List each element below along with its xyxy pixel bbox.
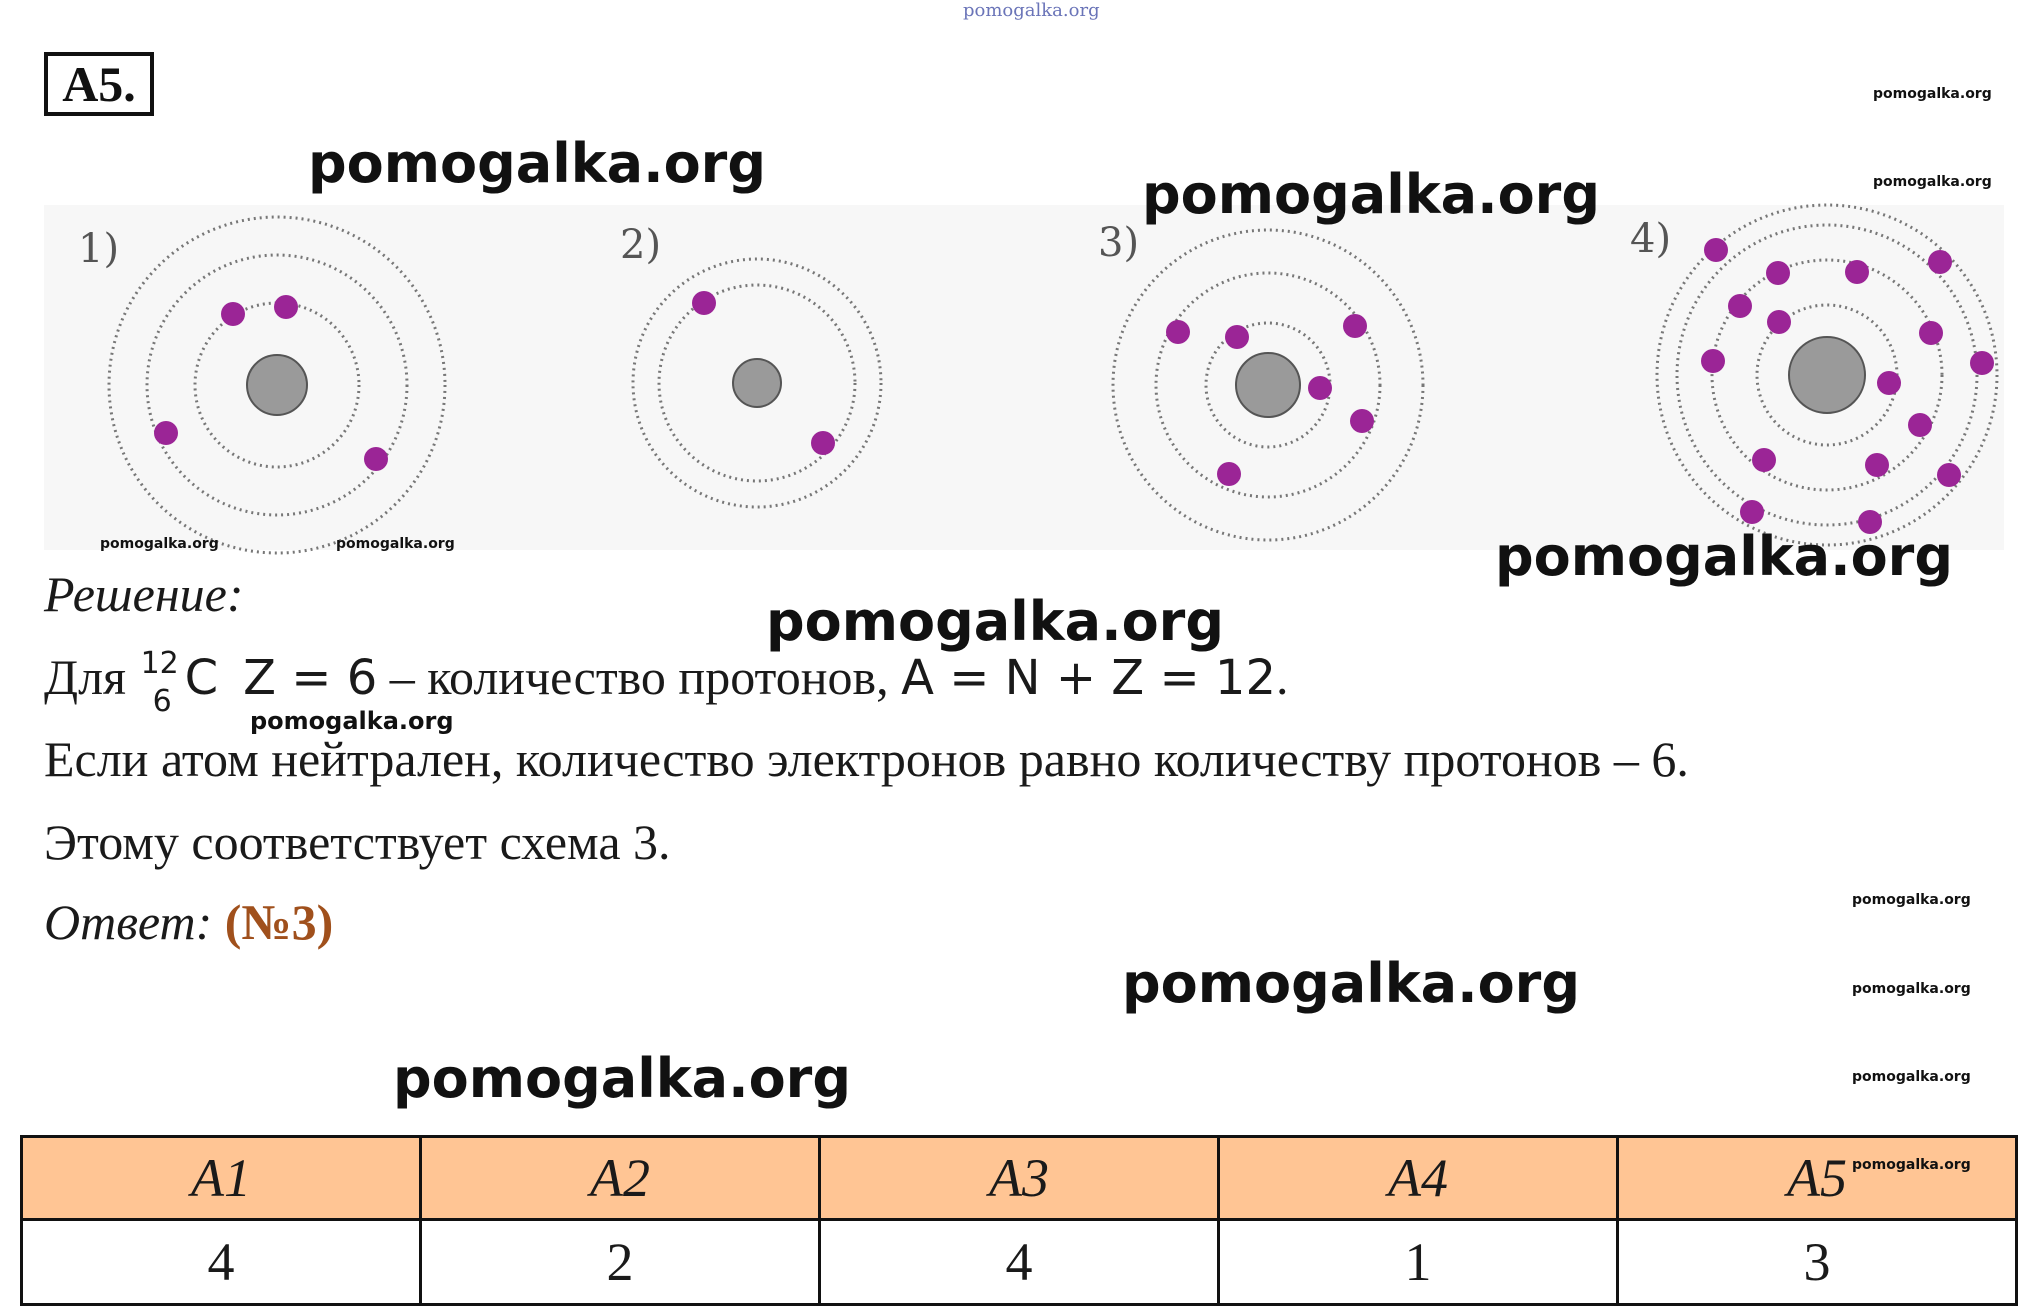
solution-line-3: Этому соответствует схема 3. — [44, 814, 671, 870]
answers-table: A1 A2 A3 A4 A5 4 2 4 1 3 — [20, 1135, 2018, 1306]
watermark: pomogalka.org — [1873, 174, 1992, 190]
atom4-electron — [1740, 500, 1764, 524]
atom4-electron — [1858, 510, 1882, 534]
table-cell: 1 — [1217, 1218, 1619, 1306]
atom1-electron — [221, 302, 245, 326]
atom4-electron — [1704, 238, 1728, 262]
atom3-electron — [1225, 325, 1249, 349]
atom3-electron — [1217, 462, 1241, 486]
atom2-electron — [811, 431, 835, 455]
watermark: pomogalka.org — [393, 1047, 851, 1110]
atom1-orbit-outer — [107, 215, 447, 555]
atom3-nucleus — [1235, 352, 1301, 418]
atom4-orbit-4 — [1655, 203, 1999, 547]
watermark: pomogalka.org — [766, 590, 1224, 653]
watermark: pomogalka.org — [308, 132, 766, 195]
answer-value: (№3) — [224, 894, 334, 950]
table-cell: 4 — [818, 1218, 1220, 1306]
atom3-electron — [1308, 376, 1332, 400]
table-cell: 3 — [1616, 1218, 2018, 1306]
atom-diagrams: 1) 2) 3) 4) — [78, 203, 1999, 555]
atom1-nucleus — [246, 354, 308, 416]
formula-z: Z = 6 — [243, 650, 378, 706]
atom3-orbit-outer — [1111, 228, 1425, 542]
atom4-electron — [1728, 294, 1752, 318]
watermark: pomogalka.org — [1873, 86, 1992, 102]
atom4-orbit-2 — [1710, 258, 1944, 492]
atom4-electron — [1877, 371, 1901, 395]
figure-label-1: 1) — [78, 226, 119, 272]
atom4-electron — [1701, 349, 1725, 373]
table-row: 4 2 4 1 3 — [20, 1218, 2018, 1306]
formula-mass: A = N + Z = 12 — [901, 650, 1276, 706]
figure-label-4: 4) — [1630, 216, 1671, 262]
watermark: pomogalka.org — [250, 707, 454, 735]
atom1-electron — [154, 421, 178, 445]
solution-line-1: Для 12 6 C Z = 6 – количество протонов, A … — [44, 646, 1289, 719]
watermark: pomogalka.org — [1852, 1157, 1971, 1173]
table-header-cell: A2 — [419, 1135, 821, 1221]
atom4-electron — [1865, 453, 1889, 477]
atom4-electron — [1752, 448, 1776, 472]
figure-label-2: 2) — [620, 222, 661, 268]
figure-label-3: 3) — [1098, 220, 1139, 266]
atom1-electron — [274, 295, 298, 319]
table-header-cell: A3 — [818, 1135, 1220, 1221]
atom4-electron — [1937, 463, 1961, 487]
table-header-row: A1 A2 A3 A4 A5 — [20, 1135, 2018, 1221]
atom3-electron — [1350, 409, 1374, 433]
atom2-orbit-inner — [657, 283, 857, 483]
isotope-notation: 12 6 — [140, 646, 179, 719]
atom2-orbit-outer — [631, 257, 883, 509]
atom2-nucleus — [732, 358, 782, 408]
atom4-electron — [1766, 261, 1790, 285]
atom4-electron — [1908, 413, 1932, 437]
watermark: pomogalka.org — [336, 536, 455, 552]
atom3-orbit-middle — [1154, 271, 1382, 499]
solution-heading: Решение: — [44, 566, 244, 622]
table-cell: 2 — [419, 1218, 821, 1306]
watermark-top: pomogalka.org — [963, 0, 1100, 21]
atom4-electron — [1928, 250, 1952, 274]
solution-line-2: Если атом нейтрален, количество электрон… — [44, 731, 1689, 787]
table-header-cell: A1 — [20, 1135, 422, 1221]
atom4-nucleus — [1788, 336, 1866, 414]
table-header-cell: A4 — [1217, 1135, 1619, 1221]
atom4-orbit-3 — [1675, 223, 1979, 527]
atom4-electron — [1767, 310, 1791, 334]
answer-line: Ответ: (№3) — [44, 894, 334, 950]
atom2-electron — [692, 291, 716, 315]
table-header-cell: A5 — [1616, 1135, 2018, 1221]
watermark: pomogalka.org — [100, 536, 219, 552]
watermark: pomogalka.org — [1852, 892, 1971, 908]
atom4-electron — [1919, 321, 1943, 345]
table-cell: 4 — [20, 1218, 422, 1306]
atom4-electron — [1970, 351, 1994, 375]
atom4-electron — [1845, 260, 1869, 284]
atom3-electron — [1166, 320, 1190, 344]
watermark: pomogalka.org — [1122, 952, 1580, 1015]
atom1-orbit-middle — [145, 253, 409, 517]
task-label: A5. — [44, 52, 154, 116]
atom1-electron — [364, 447, 388, 471]
watermark: pomogalka.org — [1852, 1069, 1971, 1085]
watermark: pomogalka.org — [1142, 163, 1600, 226]
atom3-electron — [1343, 314, 1367, 338]
watermark: pomogalka.org — [1852, 981, 1971, 997]
watermark: pomogalka.org — [1495, 525, 1953, 588]
